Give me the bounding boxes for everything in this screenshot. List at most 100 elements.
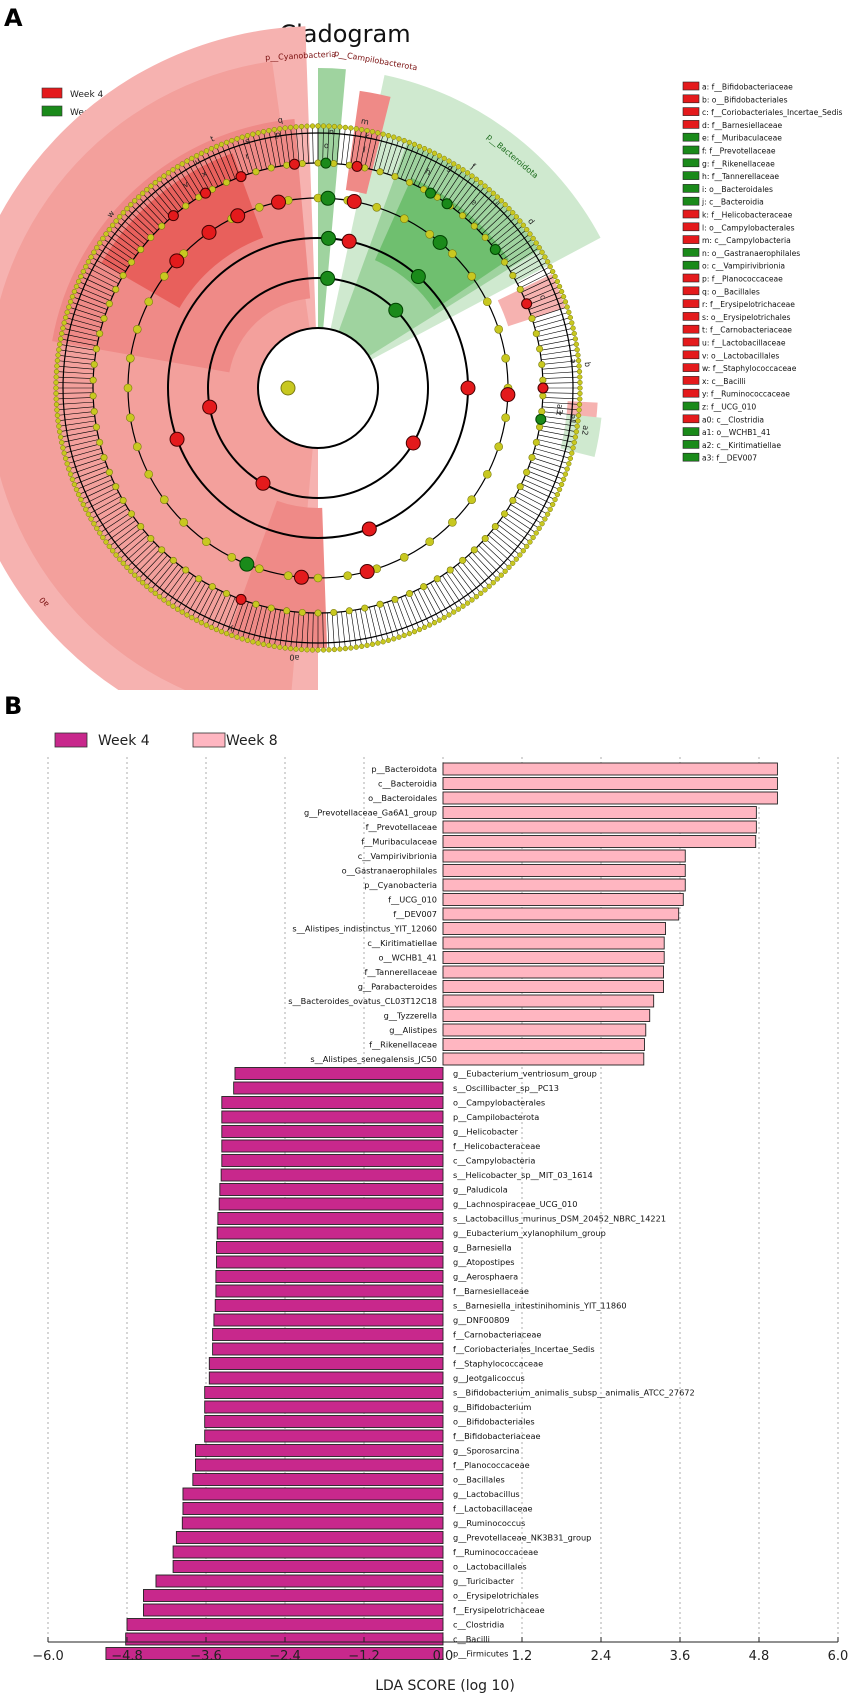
leaf-node [189, 155, 195, 162]
sector-letter: h [424, 167, 433, 177]
branch [241, 603, 254, 639]
leaf-node [66, 466, 72, 472]
branch [327, 126, 330, 164]
branch [112, 225, 142, 249]
branch [525, 474, 560, 490]
leaf-node [572, 434, 579, 440]
leaf-node [203, 148, 210, 154]
branch [168, 572, 190, 604]
bar-label: s__Alistipes_indistinctus_YIT_12060 [292, 924, 437, 934]
bar-label: p__Cyanobacteria [364, 880, 437, 890]
week4-node [521, 298, 533, 310]
key-swatch [682, 107, 700, 116]
key-label: s: o__Erysipelotrichales [702, 313, 791, 322]
key-swatch [682, 363, 700, 372]
family-node [494, 324, 504, 334]
bar-label: g__Eubacterium_ventriosum_group [453, 1069, 597, 1079]
bar [233, 1081, 444, 1095]
branch [542, 401, 580, 405]
bar [442, 806, 757, 819]
bar-label: g__Sporosarcina [453, 1446, 519, 1456]
key-swatch [682, 312, 700, 321]
leaf-node [498, 572, 504, 578]
leaf-node [59, 439, 65, 446]
leaf-node [486, 583, 492, 589]
leaf-node [441, 155, 447, 162]
genus-node [314, 609, 322, 617]
week4-node [235, 171, 247, 183]
branch [488, 216, 517, 242]
leaf-node [320, 647, 327, 653]
leaf-node [60, 445, 66, 451]
bar [216, 1255, 444, 1269]
leaf-node [255, 640, 261, 646]
genus-node [147, 233, 155, 241]
genus-node [345, 161, 353, 169]
genus-node [127, 510, 135, 518]
bar-label: s__Lactobacillus_murinus_DSM_20452_NBRC_… [453, 1214, 666, 1224]
leaf-node [396, 634, 402, 640]
branch [485, 212, 513, 238]
week8-node [388, 302, 404, 318]
branch [499, 233, 531, 256]
leaf-node [266, 127, 272, 134]
leaf-node [490, 190, 496, 196]
x-tick-label: 6.0 [828, 1649, 849, 1664]
branch [57, 360, 95, 365]
leaf-node [124, 564, 130, 571]
leaf-node [80, 268, 86, 275]
bar-label: f__Erysipelotrichaceae [453, 1605, 545, 1615]
bar [204, 1429, 444, 1443]
genus-node [459, 556, 467, 564]
genus-node [90, 360, 98, 368]
branch [68, 306, 105, 319]
branch [336, 126, 341, 164]
bar [204, 1386, 444, 1399]
branch [396, 598, 410, 634]
genus-node [539, 392, 547, 400]
branch [60, 338, 98, 347]
branch [155, 182, 179, 212]
leaf-node [421, 146, 428, 152]
leaf-node [536, 244, 542, 251]
sector-letter: b [583, 362, 592, 368]
branch [350, 128, 357, 166]
leaf-node [571, 330, 577, 337]
x-tick-label: 1.2 [512, 1649, 533, 1664]
genus-node [501, 258, 509, 266]
bar [221, 1110, 444, 1124]
family-node [254, 202, 264, 212]
leaf-node [59, 330, 65, 337]
leaf-node [539, 521, 545, 527]
branch [56, 401, 94, 405]
leaf-node [124, 205, 130, 212]
key-swatch [682, 324, 700, 334]
leaf-node [128, 568, 134, 574]
leaf-node [255, 130, 261, 136]
branch [542, 376, 580, 379]
bar [221, 1125, 444, 1138]
genus-node [528, 314, 536, 322]
key-label: x: c__Bacilli [702, 377, 746, 386]
genus-node [523, 468, 531, 476]
family-node [126, 353, 135, 363]
leaf-node [152, 180, 158, 186]
branch [231, 600, 245, 636]
genus-node [538, 408, 546, 416]
branch [413, 591, 430, 626]
bar-label: f__Ruminococcaceae [453, 1547, 538, 1557]
leaf-node [53, 401, 60, 408]
bar [442, 1038, 645, 1051]
sector-letter: u [193, 156, 202, 166]
sector-letter: a2 [580, 425, 590, 436]
branch [461, 185, 486, 215]
week4-node [460, 380, 476, 396]
branch [400, 144, 415, 179]
leaf-node [260, 641, 267, 647]
branch [531, 457, 568, 470]
branch [512, 256, 546, 276]
bar [182, 1487, 444, 1501]
bar-label: f__Helicobacteraceae [453, 1141, 540, 1151]
genus-node [283, 161, 291, 169]
leaf-node [54, 363, 60, 369]
